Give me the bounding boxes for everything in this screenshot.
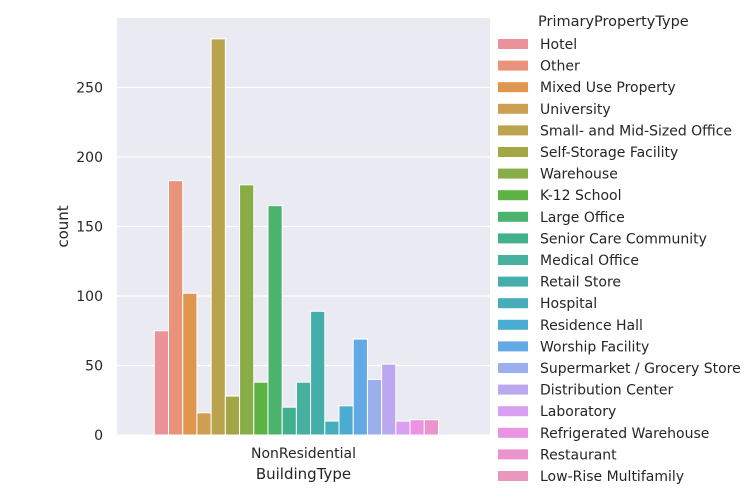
legend-entry: Supermarket / Grocery Store — [540, 361, 741, 377]
legend-entry: Residence Hall — [540, 318, 643, 334]
legend-swatch — [498, 255, 528, 265]
bars — [153, 38, 439, 436]
legend-entry: Hospital — [540, 296, 597, 312]
y-tick-label: 100 — [76, 289, 103, 305]
bar-other — [168, 180, 184, 436]
bar-refrigerated-warehouse — [409, 419, 425, 436]
y-tick-label: 50 — [85, 359, 103, 375]
legend-entry: Other — [540, 59, 580, 75]
legend-swatch — [498, 60, 528, 71]
legend-entry: Retail Store — [540, 275, 621, 291]
legend-swatch — [498, 168, 528, 179]
legend-entry: Self-Storage Facility — [540, 145, 678, 161]
bar-laboratory — [395, 420, 411, 436]
legend-swatch — [498, 211, 528, 222]
bar-small-and-mid-sized-office — [210, 38, 226, 436]
legend-swatch — [498, 233, 528, 244]
legend-entry: Refrigerated Warehouse — [540, 426, 709, 442]
bar-university — [196, 412, 212, 436]
legend-title: PrimaryPropertyType — [538, 14, 689, 30]
legend-swatch — [498, 363, 528, 373]
bar-warehouse — [239, 184, 255, 436]
legend-swatch — [498, 427, 528, 438]
y-tick-labels: 0 50 100 150 200 250 — [76, 81, 103, 445]
legend-swatch — [498, 406, 528, 417]
bar-mixed-use-property — [182, 292, 198, 436]
bar-hospital — [324, 420, 340, 436]
legend-swatch — [498, 276, 528, 287]
bar-residence-hall — [338, 405, 354, 436]
bar-retail-store — [310, 310, 326, 436]
legend-entry: Mixed Use Property — [540, 80, 676, 96]
legend-entry: Senior Care Community — [540, 231, 707, 247]
y-tick-label: 0 — [94, 428, 103, 444]
legend-swatch — [498, 298, 528, 309]
legend-entry: Hotel — [540, 37, 577, 53]
legend-entry: Laboratory — [540, 404, 616, 420]
legend-entry: Small- and Mid-Sized Office — [540, 123, 732, 139]
y-tick-label: 150 — [76, 220, 103, 236]
legend-swatch — [498, 341, 528, 352]
legend-swatch — [498, 125, 528, 136]
y-tick-label: 200 — [76, 150, 103, 166]
bar-distribution-center — [381, 363, 397, 436]
legend-swatch — [498, 147, 528, 157]
legend-entry: Distribution Center — [540, 383, 673, 399]
x-tick-label: NonResidential — [251, 446, 356, 462]
bar-large-office — [267, 205, 283, 436]
legend-swatch — [498, 82, 528, 93]
legend-swatch — [498, 471, 528, 481]
legend-swatch — [498, 384, 528, 395]
legend-entry: Medical Office — [540, 253, 639, 269]
legend: PrimaryPropertyType Hotel Other Mixed Use … — [498, 14, 741, 485]
bar-self-storage-facility — [224, 395, 241, 436]
bar-supermarket-grocery-store — [366, 378, 383, 436]
legend-swatch — [498, 319, 528, 330]
legend-swatch — [498, 190, 528, 201]
bar-senior-care-community — [281, 406, 297, 436]
y-axis-label: count — [54, 205, 72, 247]
legend-entry: K-12 School — [540, 188, 622, 204]
legend-entry: Large Office — [540, 210, 625, 226]
legend-swatch — [498, 449, 528, 460]
legend-swatch — [498, 39, 528, 49]
bar-hotel — [153, 330, 170, 436]
x-axis-label: BuildingType — [256, 465, 351, 483]
legend-swatch — [498, 103, 528, 114]
bar-k-12-school — [253, 381, 269, 436]
legend-entry: Warehouse — [540, 167, 618, 183]
legend-entry: University — [540, 102, 611, 118]
bar-medical-office — [295, 381, 312, 436]
legend-entry: Restaurant — [540, 447, 617, 463]
bar-restaurant — [423, 419, 439, 436]
legend-entry: Worship Facility — [540, 339, 649, 355]
legend-entry: Low-Rise Multifamily — [540, 469, 684, 485]
x-tick-labels: NonResidential — [251, 446, 356, 462]
bar-worship-facility — [352, 338, 368, 436]
y-tick-label: 250 — [76, 81, 103, 97]
